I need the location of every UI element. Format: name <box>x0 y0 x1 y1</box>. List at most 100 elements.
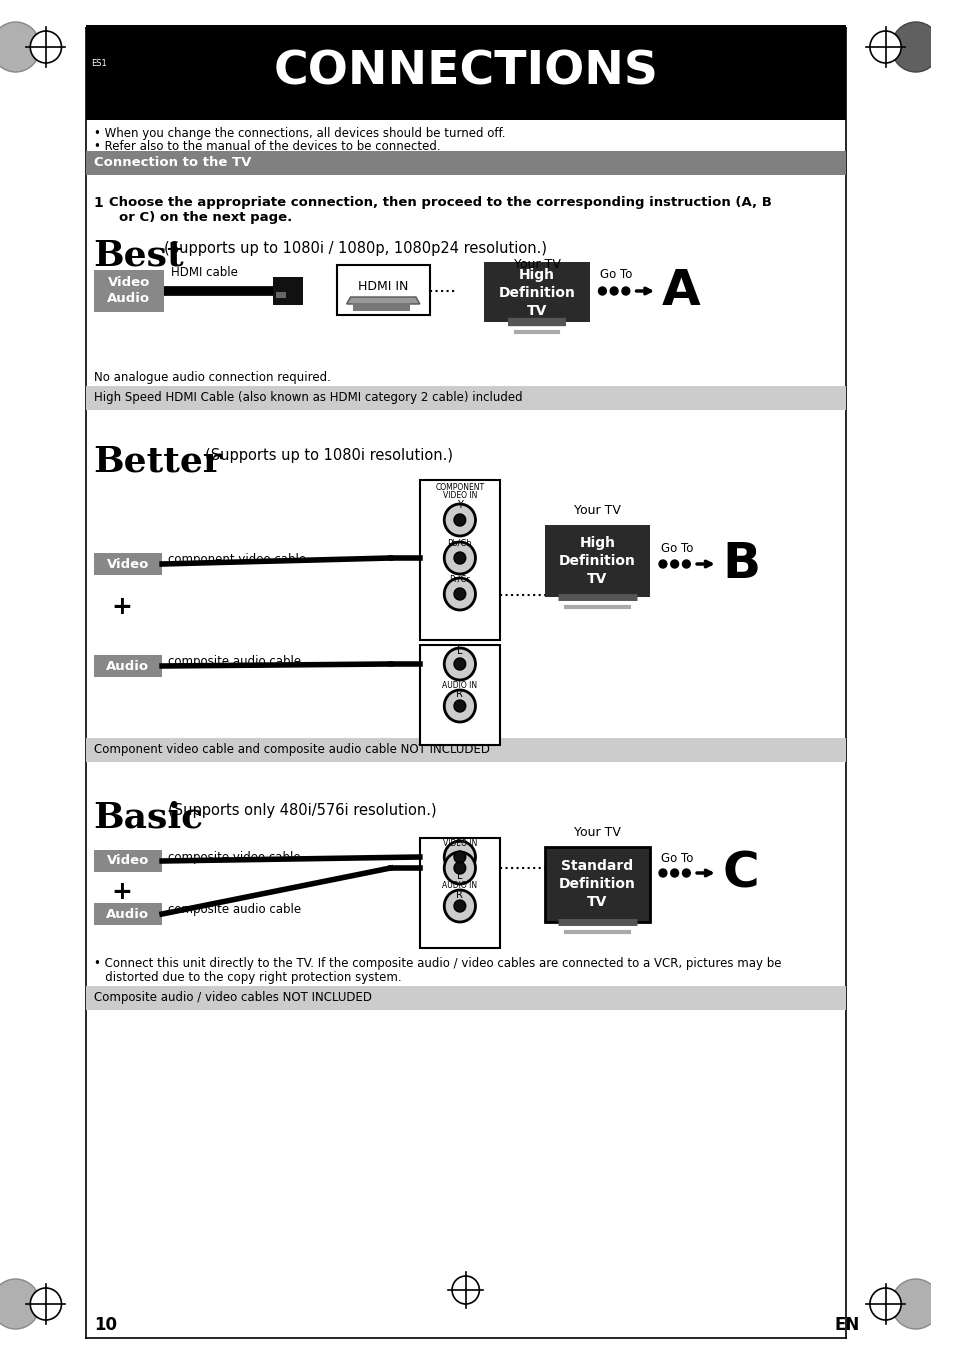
Text: L: L <box>456 646 462 657</box>
Bar <box>544 847 650 921</box>
Text: 10: 10 <box>93 1316 116 1333</box>
Circle shape <box>444 852 475 884</box>
Bar <box>93 655 162 677</box>
Text: Audio: Audio <box>106 659 150 673</box>
Bar <box>274 277 302 305</box>
Text: AUDIO IN: AUDIO IN <box>442 681 476 689</box>
Text: composite audio cable: composite audio cable <box>168 655 301 669</box>
Text: Go To: Go To <box>660 851 693 865</box>
Circle shape <box>444 690 475 721</box>
Text: Basic: Basic <box>93 800 204 834</box>
Text: Composite audio / video cables NOT INCLUDED: Composite audio / video cables NOT INCLU… <box>93 992 372 1005</box>
Text: +: + <box>112 880 132 904</box>
Text: Choose the appropriate connection, then proceed to the corresponding instruction: Choose the appropriate connection, then … <box>110 196 771 209</box>
Text: (Supports only 480i/576i resolution.): (Supports only 480i/576i resolution.) <box>168 802 436 817</box>
Circle shape <box>670 869 678 877</box>
Text: VIDEO IN: VIDEO IN <box>442 839 476 848</box>
Bar <box>93 270 164 312</box>
Text: Video: Video <box>107 854 149 867</box>
Text: Audio: Audio <box>106 908 150 920</box>
Text: +: + <box>112 594 132 619</box>
Circle shape <box>454 553 465 563</box>
Circle shape <box>444 542 475 574</box>
Bar <box>86 986 844 1011</box>
Text: B: B <box>721 540 760 588</box>
Circle shape <box>670 561 678 567</box>
Text: Your TV: Your TV <box>513 258 559 272</box>
Circle shape <box>30 31 61 63</box>
Text: or C) on the next page.: or C) on the next page. <box>119 211 292 224</box>
Circle shape <box>454 851 465 863</box>
Circle shape <box>30 1288 61 1320</box>
Text: Pr/Cr: Pr/Cr <box>449 574 470 584</box>
Text: Your TV: Your TV <box>574 504 620 516</box>
Circle shape <box>659 869 666 877</box>
Text: Component video cable and composite audio cable NOT INCLUDED: Component video cable and composite audi… <box>93 743 489 757</box>
Text: VIDEO IN: VIDEO IN <box>442 490 476 500</box>
Text: • Refer also to the manual of the devices to be connected.: • Refer also to the manual of the device… <box>93 141 440 154</box>
Circle shape <box>444 648 475 680</box>
Circle shape <box>454 588 465 600</box>
Circle shape <box>444 890 475 921</box>
Circle shape <box>598 286 606 295</box>
Text: component video cable: component video cable <box>168 554 306 566</box>
Bar <box>93 850 162 871</box>
Circle shape <box>621 286 629 295</box>
Bar <box>86 386 844 409</box>
Text: composite video cable: composite video cable <box>168 851 300 863</box>
Circle shape <box>869 1288 901 1320</box>
Circle shape <box>454 900 465 912</box>
Bar <box>484 262 589 322</box>
Circle shape <box>444 504 475 536</box>
Circle shape <box>444 842 475 873</box>
Bar <box>86 26 844 120</box>
Text: AUDIO IN: AUDIO IN <box>442 881 476 890</box>
Text: HDMI cable: HDMI cable <box>171 266 237 280</box>
Text: R: R <box>456 689 463 698</box>
Circle shape <box>454 862 465 874</box>
Bar <box>86 738 844 762</box>
Polygon shape <box>346 297 419 304</box>
Circle shape <box>890 1279 940 1329</box>
Text: Y: Y <box>456 500 462 509</box>
Text: Video: Video <box>108 277 150 289</box>
Text: HDMI IN: HDMI IN <box>357 281 408 293</box>
Text: High
Definition
TV: High Definition TV <box>498 267 575 319</box>
Bar <box>93 902 162 925</box>
Bar <box>419 480 499 640</box>
Circle shape <box>0 22 40 72</box>
Circle shape <box>659 561 666 567</box>
Circle shape <box>890 22 940 72</box>
Text: COMPONENT: COMPONENT <box>435 482 484 492</box>
Text: composite audio cable: composite audio cable <box>168 904 301 916</box>
Circle shape <box>454 658 465 670</box>
Text: High Speed HDMI Cable (also known as HDMI category 2 cable) included: High Speed HDMI Cable (also known as HDM… <box>93 392 522 404</box>
Text: Standard
Definition
TV: Standard Definition TV <box>558 859 636 909</box>
Text: CONNECTIONS: CONNECTIONS <box>273 50 658 95</box>
Circle shape <box>681 561 690 567</box>
Circle shape <box>610 286 618 295</box>
Text: High
Definition
TV: High Definition TV <box>558 535 636 586</box>
Circle shape <box>869 31 901 63</box>
Circle shape <box>681 869 690 877</box>
Text: ES1: ES1 <box>91 58 107 68</box>
Text: distorted due to the copy right protection system.: distorted due to the copy right protecti… <box>93 970 401 984</box>
Text: Connection to the TV: Connection to the TV <box>93 157 251 169</box>
Bar <box>336 265 429 315</box>
Text: R: R <box>456 890 463 900</box>
Text: Go To: Go To <box>599 269 632 281</box>
Text: L: L <box>456 871 462 881</box>
Text: • Connect this unit directly to the TV. If the composite audio / video cables ar: • Connect this unit directly to the TV. … <box>93 957 781 970</box>
Bar <box>419 644 499 744</box>
Text: A: A <box>661 267 700 315</box>
Text: No analogue audio connection required.: No analogue audio connection required. <box>93 372 331 385</box>
Circle shape <box>444 578 475 611</box>
Text: Audio: Audio <box>107 292 151 304</box>
Text: (Supports up to 1080i resolution.): (Supports up to 1080i resolution.) <box>205 449 453 463</box>
Circle shape <box>0 1279 40 1329</box>
Text: Video: Video <box>107 558 149 570</box>
Circle shape <box>454 700 465 712</box>
Text: (Supports up to 1080i / 1080p, 1080p24 resolution.): (Supports up to 1080i / 1080p, 1080p24 r… <box>164 240 546 255</box>
Circle shape <box>452 1275 479 1304</box>
Text: Your TV: Your TV <box>574 825 620 839</box>
